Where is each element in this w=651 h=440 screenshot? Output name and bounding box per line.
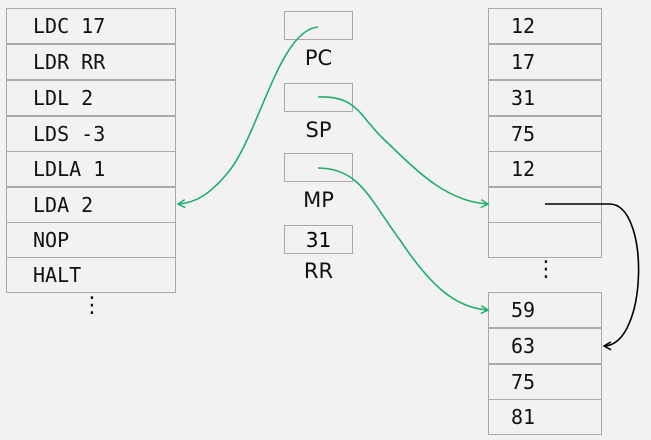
program-cell: LDLA 1: [6, 151, 176, 187]
program-cell: HALT: [6, 257, 176, 293]
sp-register-label: SP: [305, 118, 332, 142]
stack-cell: [488, 187, 602, 223]
stack-cell: 59: [488, 292, 602, 328]
pc-register-box: [284, 11, 353, 40]
program-cell: LDC 17: [6, 8, 176, 44]
rr-register-label: RR: [303, 259, 334, 283]
stack-cell: 63: [488, 328, 602, 364]
mp-pointer-arrow: [317, 167, 490, 315]
pc-pointer-arrow: [176, 26, 319, 209]
stack-cell: 81: [488, 399, 602, 435]
rr-register-box: 31: [284, 225, 353, 254]
program-cell: LDS -3: [6, 116, 176, 152]
program-cell: LDL 2: [6, 80, 176, 116]
stack-cell: 31: [488, 80, 602, 116]
stack-link-arrow: [545, 203, 640, 351]
stack-cell: [488, 222, 602, 258]
stack-cell: 12: [488, 8, 602, 44]
program-cell: LDA 2: [6, 187, 176, 223]
program-cell: LDR RR: [6, 44, 176, 80]
sp-pointer-arrow: [317, 96, 490, 209]
stack-cell: 17: [488, 44, 602, 80]
stack-cell: 12: [488, 151, 602, 187]
program-cell: NOP: [6, 222, 176, 258]
pc-register-label: PC: [304, 46, 333, 70]
mp-register-label: MP: [303, 188, 334, 212]
